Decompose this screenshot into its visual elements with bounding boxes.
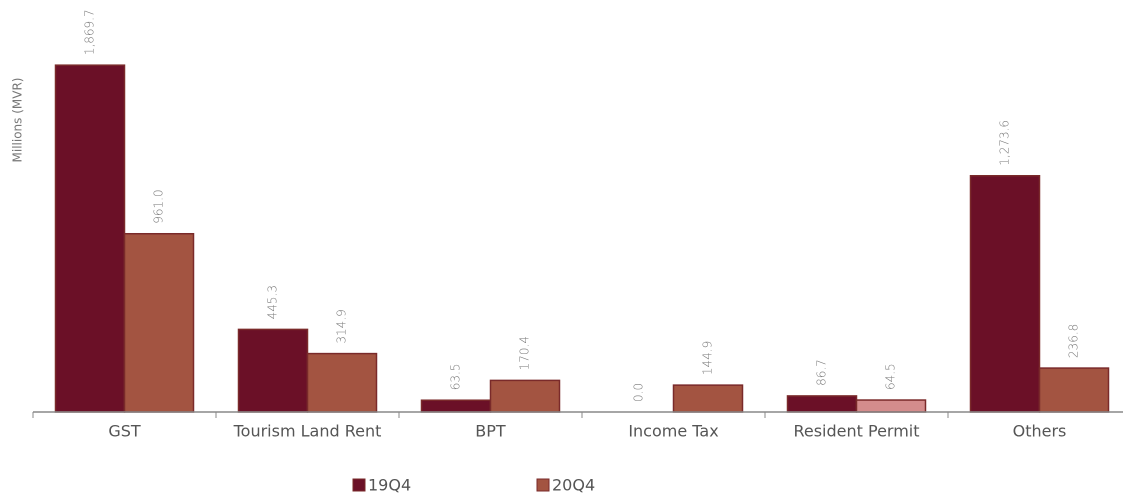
bar — [237, 328, 309, 413]
bar — [855, 399, 927, 413]
bar — [1038, 367, 1110, 413]
value-label: 170.4 — [518, 336, 532, 370]
bar — [306, 352, 378, 413]
value-label: 1,273.6 — [998, 120, 1012, 166]
legend-label: 19Q4 — [368, 476, 411, 495]
bar — [786, 395, 858, 413]
x-tick-label: BPT — [475, 422, 506, 441]
bar — [489, 379, 561, 413]
value-label: 63.5 — [449, 364, 463, 391]
legend-swatch — [352, 478, 366, 492]
x-tick-label: Resident Permit — [793, 422, 919, 441]
bar — [123, 232, 195, 413]
value-label: 64.5 — [884, 363, 898, 390]
bar — [969, 174, 1041, 413]
x-tick-label: Income Tax — [628, 422, 718, 441]
legend-swatch — [536, 478, 550, 492]
x-tick-label: GST — [108, 422, 141, 441]
x-tick-label: Others — [1013, 422, 1067, 441]
value-label: 445.3 — [266, 285, 280, 319]
legend-label: 20Q4 — [552, 476, 595, 495]
value-label: 314.9 — [335, 309, 349, 343]
value-label: 236.8 — [1067, 324, 1081, 358]
bar — [672, 384, 744, 413]
bar — [54, 64, 126, 413]
bar — [420, 399, 492, 413]
value-label: 144.9 — [701, 341, 715, 375]
value-label: 961.0 — [152, 189, 166, 223]
value-label: 0.0 — [632, 383, 646, 402]
y-axis-label: Millions (MVR) — [11, 78, 25, 163]
value-label: 1,869.7 — [83, 9, 97, 55]
value-label: 86.7 — [815, 359, 829, 386]
x-tick-label: Tourism Land Rent — [233, 422, 382, 441]
